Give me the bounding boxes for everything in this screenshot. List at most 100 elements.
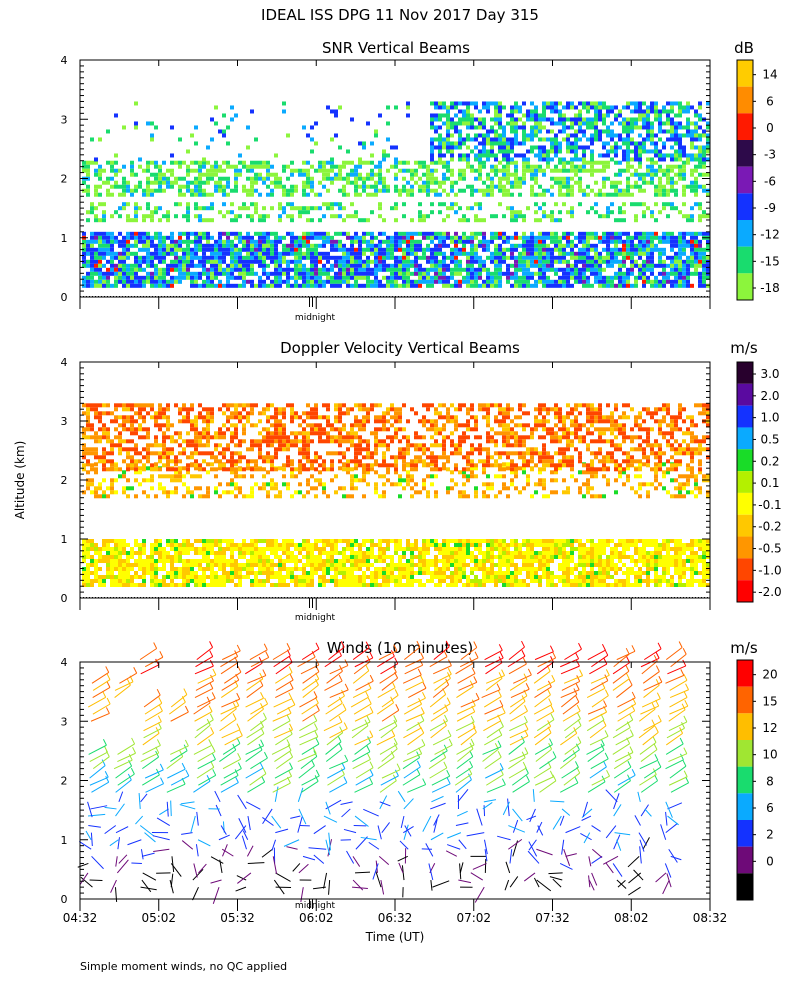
- heatmap-cell: [490, 192, 494, 197]
- heatmap-cell: [430, 279, 434, 284]
- heatmap-cell: [446, 168, 450, 173]
- heatmap-cell: [314, 271, 318, 276]
- heatmap-cell: [362, 543, 366, 547]
- heatmap-cell: [210, 263, 214, 268]
- heatmap-cell: [354, 184, 358, 189]
- heatmap-cell: [562, 555, 566, 559]
- heatmap-cell: [674, 101, 678, 106]
- heatmap-cell: [486, 551, 490, 555]
- heatmap-cell: [174, 255, 178, 260]
- heatmap-cell: [242, 279, 246, 284]
- heatmap-cell: [242, 160, 246, 165]
- heatmap-cell: [194, 251, 198, 256]
- heatmap-cell: [194, 243, 198, 248]
- heatmap-cell: [150, 137, 154, 142]
- heatmap-cell: [478, 218, 482, 223]
- heatmap-cell: [526, 255, 530, 260]
- heatmap-cell: [538, 559, 542, 563]
- heatmap-cell: [186, 180, 190, 185]
- heatmap-cell: [598, 188, 602, 193]
- heatmap-cell: [154, 164, 158, 169]
- heatmap-cell: [406, 283, 410, 288]
- heatmap-cell: [446, 555, 450, 559]
- heatmap-cell: [410, 247, 414, 252]
- heatmap-cell: [518, 214, 522, 219]
- heatmap-cell: [118, 547, 122, 551]
- heatmap-cell: [206, 543, 210, 547]
- heatmap-cell: [694, 263, 698, 268]
- heatmap-cell: [278, 571, 282, 575]
- heatmap-cell: [594, 192, 598, 197]
- heatmap-cell: [102, 547, 106, 551]
- heatmap-cell: [282, 267, 286, 272]
- heatmap-cell: [598, 101, 602, 106]
- heatmap-cell: [398, 539, 402, 543]
- heatmap-cell: [574, 149, 578, 154]
- heatmap-cell: [374, 559, 378, 563]
- heatmap-cell: [642, 202, 646, 207]
- heatmap-cell: [598, 575, 602, 579]
- heatmap-cell: [322, 176, 326, 181]
- heatmap-cell: [614, 145, 618, 150]
- heatmap-cell: [654, 105, 658, 110]
- heatmap-cell: [394, 279, 398, 284]
- heatmap-cell: [278, 579, 282, 583]
- heatmap-cell: [674, 192, 678, 197]
- heatmap-cell: [514, 275, 518, 280]
- heatmap-cell: [354, 275, 358, 280]
- heatmap-cell: [482, 125, 486, 130]
- heatmap-cell: [546, 267, 550, 272]
- heatmap-cell: [438, 271, 442, 276]
- heatmap-cell: [478, 275, 482, 280]
- heatmap-cell: [498, 555, 502, 559]
- heatmap-cell: [634, 243, 638, 248]
- heatmap-cell: [410, 176, 414, 181]
- heatmap-cell: [650, 279, 654, 284]
- heatmap-cell: [298, 283, 302, 288]
- heatmap-cell: [490, 176, 494, 181]
- heatmap-cell: [250, 563, 254, 567]
- heatmap-cell: [478, 109, 482, 114]
- heatmap-cell: [274, 231, 278, 236]
- heatmap-cell: [482, 267, 486, 272]
- heatmap-cell: [534, 559, 538, 563]
- heatmap-cell: [98, 567, 102, 571]
- heatmap-cell: [182, 239, 186, 244]
- heatmap-cell: [294, 547, 298, 551]
- heatmap-cell: [554, 133, 558, 138]
- heatmap-cell: [106, 571, 110, 575]
- heatmap-cell: [158, 243, 162, 248]
- heatmap-cell: [682, 259, 686, 264]
- heatmap-cell: [706, 231, 710, 236]
- heatmap-cell: [590, 101, 594, 106]
- heatmap-cell: [338, 168, 342, 173]
- heatmap-cell: [194, 141, 198, 146]
- heatmap-cell: [170, 125, 174, 130]
- heatmap-cell: [122, 567, 126, 571]
- heatmap-cell: [242, 188, 246, 193]
- heatmap-cell: [602, 543, 606, 547]
- heatmap-cell: [490, 101, 494, 106]
- heatmap-cell: [158, 172, 162, 177]
- heatmap-cell: [670, 157, 674, 162]
- heatmap-cell: [186, 239, 190, 244]
- heatmap-cell: [182, 176, 186, 181]
- heatmap-cell: [530, 275, 534, 280]
- heatmap-cell: [582, 243, 586, 248]
- heatmap-cell: [450, 283, 454, 288]
- heatmap-cell: [558, 121, 562, 126]
- heatmap-cell: [366, 160, 370, 165]
- heatmap-cell: [362, 575, 366, 579]
- heatmap-cell: [670, 109, 674, 114]
- heatmap-cell: [190, 259, 194, 264]
- heatmap-cell: [546, 247, 550, 252]
- heatmap-cell: [322, 231, 326, 236]
- heatmap-cell: [522, 172, 526, 177]
- heatmap-cell: [314, 192, 318, 197]
- heatmap-cell: [410, 231, 414, 236]
- heatmap-cell: [418, 547, 422, 551]
- heatmap-cell: [542, 263, 546, 268]
- heatmap-cell: [538, 583, 542, 587]
- heatmap-cell: [138, 206, 142, 211]
- heatmap-cell: [426, 243, 430, 248]
